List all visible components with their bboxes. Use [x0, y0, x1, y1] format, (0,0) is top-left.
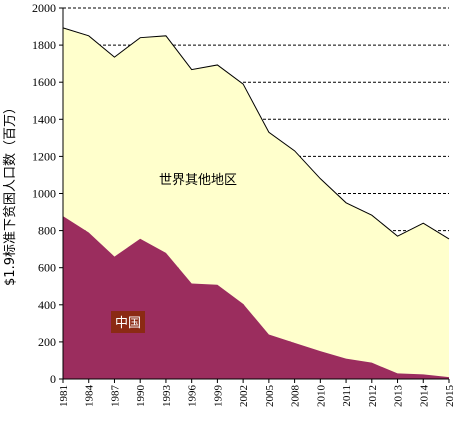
- x-tick-label-1996: 1996: [187, 385, 199, 408]
- y-tick-label-1800: 1800: [32, 38, 56, 52]
- annotation-china: 中国: [115, 316, 141, 331]
- x-tick-label-2014: 2014: [418, 385, 430, 408]
- x-tick-label-1987: 1987: [109, 385, 121, 408]
- x-tick-label-2015: 2015: [444, 385, 455, 408]
- area-china: [63, 216, 449, 379]
- line-total: [62, 27, 450, 240]
- x-tick-label-1999: 1999: [212, 385, 224, 408]
- y-tick-label-800: 800: [38, 224, 56, 238]
- x-tick-label-1984: 1984: [84, 385, 96, 408]
- x-tick-label-2011: 2011: [341, 385, 353, 407]
- y-tick-label-0: 0: [50, 372, 56, 386]
- y-tick-label-400: 400: [38, 298, 56, 312]
- y-tick-label-200: 200: [38, 335, 56, 349]
- x-tick-label-2010: 2010: [315, 385, 327, 408]
- x-tick-label-1981: 1981: [58, 385, 70, 407]
- y-axis-label: $1.9标准下贫困人口数（百万）: [2, 101, 18, 286]
- y-tick-label-600: 600: [38, 261, 56, 275]
- annotation-rest-of-world: 世界其他地区: [159, 173, 237, 188]
- x-tick-labels: 1981 1984 1987 1990 1993 1996 1999 2002 2005 2008…: [58, 385, 455, 408]
- area-series: [62, 27, 450, 379]
- x-tick-label-2002: 2002: [238, 385, 250, 407]
- axes: [59, 7, 450, 383]
- x-tick-label-2005: 2005: [264, 385, 276, 408]
- x-tick-label-1990: 1990: [135, 385, 147, 408]
- area-rest-of-world: [63, 27, 449, 378]
- y-tick-label-1600: 1600: [32, 75, 56, 89]
- y-tick-labels: 0 200 400 600 800 1000 1200 1400 1600 1800 2000: [32, 1, 56, 386]
- x-tick-label-2008: 2008: [290, 385, 302, 408]
- y-tick-label-2000: 2000: [32, 1, 56, 15]
- y-tick-label-1400: 1400: [32, 112, 56, 126]
- y-tick-label-1000: 1000: [32, 187, 56, 201]
- y-tick-label-1200: 1200: [32, 149, 56, 163]
- annotation-china-box: [111, 311, 145, 333]
- x-tick-label-2013: 2013: [393, 385, 405, 408]
- x-tick-label-1993: 1993: [161, 385, 173, 408]
- x-tick-label-2012: 2012: [367, 385, 379, 407]
